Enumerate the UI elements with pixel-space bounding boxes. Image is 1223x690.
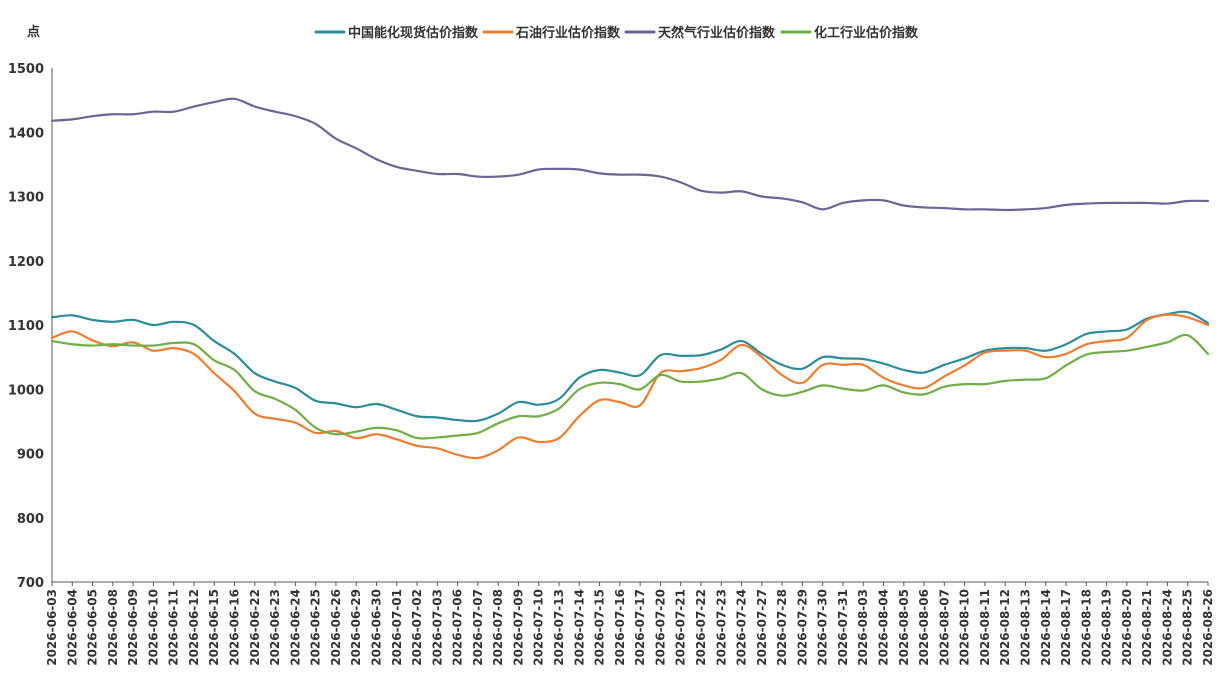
x-tick-label: 2026-06-05 — [86, 589, 100, 666]
y-tick-label: 1200 — [8, 255, 44, 270]
x-tick-label: 2026-06-24 — [288, 589, 302, 666]
x-tick-label: 2026-06-16 — [228, 589, 242, 666]
x-tick-label: 2026-08-13 — [1018, 589, 1032, 666]
x-tick-label: 2026-07-28 — [775, 589, 789, 666]
x-tick-label: 2026-06-23 — [268, 589, 282, 666]
x-tick-label: 2026-07-16 — [613, 589, 627, 666]
x-tick-label: 2026-06-11 — [167, 589, 181, 666]
y-tick-label: 1300 — [8, 191, 44, 206]
x-tick-label: 2026-07-07 — [471, 589, 485, 666]
x-tick-label: 2026-06-30 — [369, 589, 383, 666]
series-line-1 — [50, 313, 1210, 460]
x-tick-label: 2026-08-24 — [1160, 589, 1174, 666]
y-tick-label: 700 — [17, 576, 44, 591]
x-tick-label: 2026-06-08 — [106, 589, 120, 666]
x-tick-label: 2026-08-21 — [1140, 589, 1154, 666]
x-tick-label: 2026-08-06 — [917, 589, 931, 666]
x-tick-label: 2026-07-27 — [755, 589, 769, 666]
x-tick-label: 2026-06-04 — [65, 589, 79, 666]
x-tick-label: 2026-07-23 — [714, 589, 728, 666]
legend-label-1: 石油行业估价指数 — [515, 25, 621, 41]
x-tick-label: 2026-08-25 — [1181, 589, 1195, 666]
y-tick-label: 800 — [17, 512, 44, 527]
x-tick-label: 2026-06-25 — [309, 589, 323, 666]
series-line-3 — [50, 333, 1210, 440]
x-tick-label: 2026-07-13 — [552, 589, 566, 666]
legend-label-3: 化工行业估价指数 — [814, 25, 919, 41]
x-tick-label: 2026-06-26 — [329, 589, 343, 666]
x-tick-label: 2026-06-22 — [248, 589, 262, 666]
x-tick-label: 2026-06-09 — [126, 589, 140, 666]
x-tick-label: 2026-08-03 — [856, 589, 870, 666]
x-tick-label: 2026-07-14 — [572, 589, 586, 666]
y-tick-label: 1100 — [8, 319, 44, 334]
y-tick-label: 1400 — [8, 126, 44, 141]
legend-label-0: 中国能化现货估价指数 — [348, 25, 479, 41]
x-tick-label: 2026-08-26 — [1201, 589, 1215, 666]
x-tick-label: 2026-07-10 — [532, 589, 546, 666]
x-tick-label: 2026-08-14 — [1039, 589, 1053, 666]
x-tick-label: 2026-07-15 — [593, 589, 607, 666]
series-line-2 — [50, 97, 1210, 212]
x-tick-label: 2026-07-31 — [836, 589, 850, 666]
x-tick-label: 2026-08-17 — [1059, 589, 1073, 666]
x-tick-label: 2026-06-15 — [207, 589, 221, 666]
y-tick-label: 900 — [17, 448, 44, 463]
x-tick-label: 2026-08-18 — [1079, 589, 1093, 666]
x-tick-label: 2026-08-19 — [1100, 589, 1114, 666]
x-tick-label: 2026-08-05 — [897, 589, 911, 666]
x-tick-label: 2026-07-21 — [674, 589, 688, 666]
x-tick-label: 2026-06-10 — [146, 589, 160, 666]
legend-label-2: 天然气行业估价指数 — [658, 25, 776, 41]
x-tick-label: 2026-08-20 — [1120, 589, 1134, 666]
y-tick-label: 1500 — [8, 62, 44, 77]
series-line-0 — [50, 310, 1210, 423]
x-tick-label: 2026-08-04 — [877, 589, 891, 666]
x-tick-label: 2026-08-10 — [958, 589, 972, 666]
x-tick-label: 2026-07-20 — [653, 589, 667, 666]
y-axis-unit-label: 点 — [27, 24, 40, 40]
x-tick-label: 2026-07-02 — [410, 589, 424, 666]
x-tick-label: 2026-07-01 — [390, 589, 404, 666]
x-tick-label: 2026-07-09 — [511, 589, 525, 666]
x-tick-label: 2026-07-06 — [451, 589, 465, 666]
x-tick-label: 2026-07-24 — [735, 589, 749, 666]
y-tick-label: 1000 — [8, 383, 44, 398]
x-tick-label: 2026-07-17 — [633, 589, 647, 666]
x-tick-label: 2026-06-12 — [187, 589, 201, 666]
x-tick-label: 2026-07-08 — [491, 589, 505, 666]
x-tick-label: 2026-08-07 — [937, 589, 951, 666]
x-tick-label: 2026-07-03 — [430, 589, 444, 666]
x-tick-label: 2026-08-11 — [978, 589, 992, 666]
x-tick-label: 2026-07-22 — [694, 589, 708, 666]
x-tick-label: 2026-07-29 — [795, 589, 809, 666]
x-tick-label: 2026-08-12 — [998, 589, 1012, 666]
x-tick-label: 2026-06-29 — [349, 589, 363, 666]
x-tick-label: 2026-07-30 — [816, 589, 830, 666]
x-tick-label: 2026-06-03 — [45, 589, 59, 666]
